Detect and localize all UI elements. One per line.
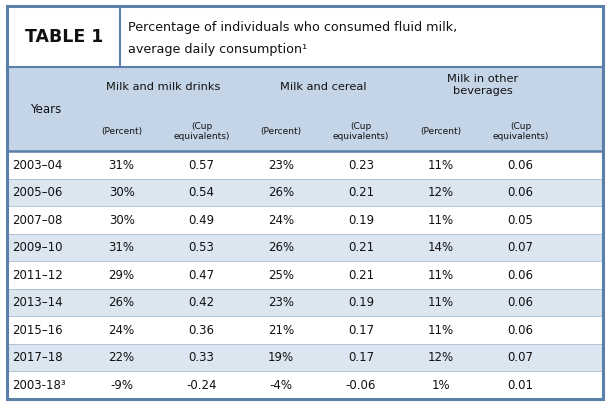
Text: 2003-18³: 2003-18³: [12, 379, 66, 392]
Text: 11%: 11%: [428, 296, 454, 309]
Text: 0.06: 0.06: [508, 296, 534, 309]
Bar: [7, 207, 603, 234]
Bar: [7, 371, 603, 399]
Text: 26%: 26%: [268, 186, 294, 199]
Bar: [7, 6, 603, 67]
Text: (Percent): (Percent): [420, 127, 461, 136]
Text: 0.47: 0.47: [188, 269, 215, 281]
Text: 0.19: 0.19: [348, 296, 374, 309]
Text: 0.36: 0.36: [188, 324, 214, 337]
Text: 23%: 23%: [268, 296, 294, 309]
Text: 0.54: 0.54: [188, 186, 214, 199]
Bar: [7, 316, 603, 344]
Text: 0.06: 0.06: [508, 269, 534, 281]
Text: 14%: 14%: [428, 241, 454, 254]
Text: (Percent): (Percent): [260, 127, 302, 136]
Text: 2005–06: 2005–06: [12, 186, 63, 199]
Text: 0.01: 0.01: [508, 379, 534, 392]
Text: 22%: 22%: [109, 351, 135, 364]
Text: 0.19: 0.19: [348, 214, 374, 227]
Text: 21%: 21%: [268, 324, 294, 337]
Text: 0.07: 0.07: [508, 351, 534, 364]
Text: 29%: 29%: [109, 269, 135, 281]
Bar: [7, 179, 603, 207]
Text: 12%: 12%: [428, 186, 454, 199]
Text: 2015–16: 2015–16: [12, 324, 63, 337]
Text: 2017–18: 2017–18: [12, 351, 63, 364]
Text: 11%: 11%: [428, 269, 454, 281]
Text: 12%: 12%: [428, 351, 454, 364]
Text: Years: Years: [30, 103, 61, 116]
Text: 30%: 30%: [109, 186, 135, 199]
Text: (Cup
equivalents): (Cup equivalents): [492, 122, 549, 141]
Text: 0.17: 0.17: [348, 351, 374, 364]
Text: Milk and milk drinks: Milk and milk drinks: [106, 82, 220, 92]
Text: 0.21: 0.21: [348, 241, 374, 254]
Text: Milk and cereal: Milk and cereal: [279, 82, 366, 92]
Bar: [7, 234, 603, 262]
Text: 0.33: 0.33: [188, 351, 214, 364]
Text: 31%: 31%: [109, 159, 135, 172]
Bar: [7, 262, 603, 289]
Text: -0.24: -0.24: [186, 379, 217, 392]
Text: 19%: 19%: [268, 351, 294, 364]
Text: 2003–04: 2003–04: [12, 159, 63, 172]
Text: 0.57: 0.57: [188, 159, 214, 172]
Text: 2013–14: 2013–14: [12, 296, 63, 309]
Text: Percentage of individuals who consumed fluid milk,: Percentage of individuals who consumed f…: [127, 21, 457, 34]
Text: Milk in other
beverages: Milk in other beverages: [447, 75, 518, 96]
Text: (Cup
equivalents): (Cup equivalents): [333, 122, 389, 141]
Text: 2009–10: 2009–10: [12, 241, 63, 254]
Text: 11%: 11%: [428, 324, 454, 337]
Text: 0.06: 0.06: [508, 159, 534, 172]
Text: 31%: 31%: [109, 241, 135, 254]
Text: 24%: 24%: [109, 324, 135, 337]
Text: 26%: 26%: [109, 296, 135, 309]
Bar: [7, 344, 603, 371]
Text: 0.53: 0.53: [188, 241, 214, 254]
Text: (Cup
equivalents): (Cup equivalents): [173, 122, 229, 141]
Text: 0.06: 0.06: [508, 324, 534, 337]
Bar: [7, 151, 603, 179]
Text: 0.49: 0.49: [188, 214, 215, 227]
Text: average daily consumption¹: average daily consumption¹: [127, 43, 307, 56]
Text: 26%: 26%: [268, 241, 294, 254]
Text: 0.21: 0.21: [348, 269, 374, 281]
Text: -4%: -4%: [270, 379, 293, 392]
Text: 11%: 11%: [428, 214, 454, 227]
Text: 0.06: 0.06: [508, 186, 534, 199]
Text: 2011–12: 2011–12: [12, 269, 63, 281]
Text: 25%: 25%: [268, 269, 294, 281]
Text: 0.23: 0.23: [348, 159, 374, 172]
Text: 0.42: 0.42: [188, 296, 215, 309]
Text: 24%: 24%: [268, 214, 294, 227]
Text: 23%: 23%: [268, 159, 294, 172]
Text: 0.17: 0.17: [348, 324, 374, 337]
Text: TABLE 1: TABLE 1: [24, 28, 103, 45]
Text: -9%: -9%: [110, 379, 133, 392]
Bar: [7, 6, 120, 67]
Text: 11%: 11%: [428, 159, 454, 172]
Text: 0.21: 0.21: [348, 186, 374, 199]
Text: 0.05: 0.05: [508, 214, 534, 227]
Text: 0.07: 0.07: [508, 241, 534, 254]
Text: 30%: 30%: [109, 214, 135, 227]
Text: -0.06: -0.06: [346, 379, 376, 392]
Text: (Percent): (Percent): [101, 127, 142, 136]
Bar: [7, 289, 603, 316]
Bar: [7, 67, 603, 151]
Text: 1%: 1%: [431, 379, 450, 392]
Text: 2007–08: 2007–08: [12, 214, 63, 227]
